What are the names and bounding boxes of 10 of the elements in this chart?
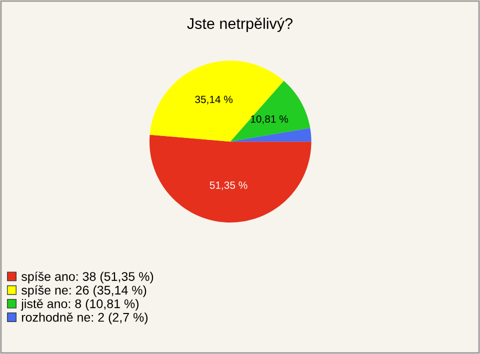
- data-label: 51,35 %: [210, 181, 248, 190]
- pie-slice: [230, 128, 312, 142]
- data-label: 10,81 %: [250, 115, 288, 124]
- legend-label: spíše ano: 38 (51,35 %): [22, 272, 154, 284]
- legend-label: rozhodně ne: 2 (2,7 %): [22, 312, 148, 324]
- data-label: 35,14 %: [195, 96, 233, 104]
- legend-label: spíše ne: 26 (35,14 %): [22, 285, 146, 298]
- chart-title: Jste netrpělivý?: [187, 18, 293, 32]
- legend-label: jistě ano: 8 (10,81 %): [20, 298, 138, 311]
- pie-slice: [149, 134, 312, 223]
